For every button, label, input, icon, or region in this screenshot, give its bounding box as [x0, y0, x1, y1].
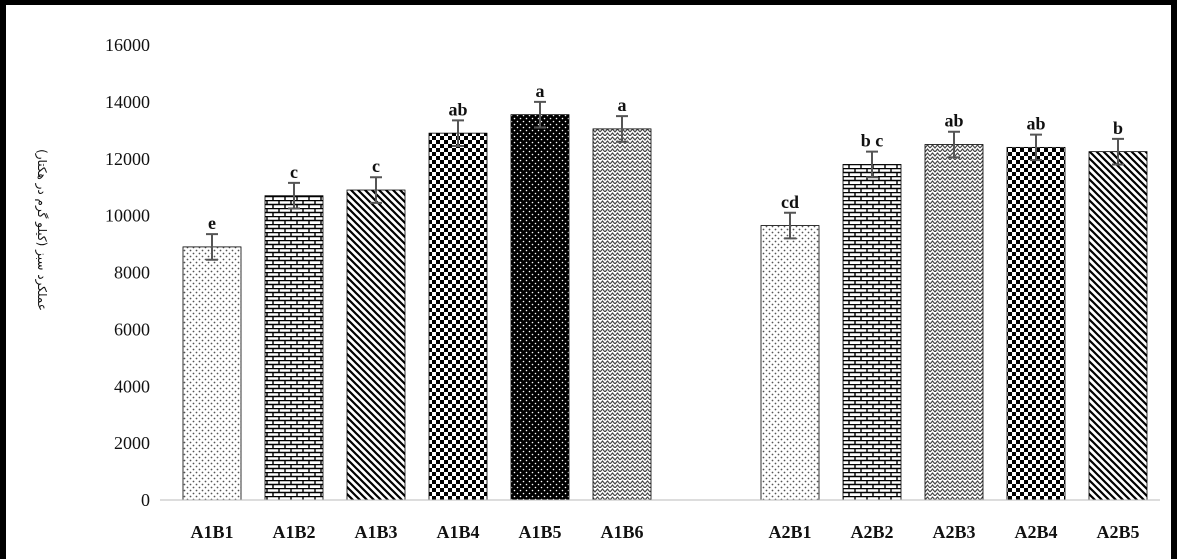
error-bar	[370, 176, 382, 204]
y-tick-label: 2000	[114, 433, 150, 453]
significance-letter: ab	[448, 99, 467, 119]
significance-letter: a	[536, 81, 545, 101]
bar-a1b3	[346, 189, 406, 501]
y-tick-label: 14000	[105, 92, 150, 112]
bar-a2b3	[924, 144, 984, 501]
x-tick-label: A2B3	[932, 522, 975, 542]
y-tick-label: 10000	[105, 206, 150, 226]
x-tick-label: A1B1	[190, 522, 233, 542]
bars: e c c ab a a cd b c ab ab b	[182, 81, 1148, 501]
y-axis-title: عملکرد سبز (کیلو گرم در هکتار)	[34, 149, 49, 311]
significance-letter: c	[372, 156, 380, 176]
x-axis: A1B1 A1B2 A1B3 A1B4 A1B5 A1B6 A2B1 A2B2 A2B3 A2B4…	[160, 499, 1160, 542]
x-tick-label: A1B4	[436, 522, 479, 542]
y-tick-label: 16000	[105, 35, 150, 55]
bar-a2b4	[1006, 146, 1066, 501]
significance-letter: c	[290, 162, 298, 182]
significance-letter: a	[618, 95, 627, 115]
significance-letter: b c	[861, 131, 884, 151]
x-tick-label: A2B4	[1014, 522, 1057, 542]
error-bar	[288, 181, 300, 210]
y-tick-label: 8000	[114, 263, 150, 283]
error-bar	[616, 115, 628, 143]
error-bar	[948, 130, 960, 159]
y-tick-label: 4000	[114, 376, 150, 396]
error-bar	[206, 233, 218, 261]
error-bar	[1030, 133, 1042, 162]
error-bar	[534, 100, 546, 129]
significance-letter: b	[1113, 118, 1123, 138]
x-tick-label: A1B2	[272, 522, 315, 542]
y-tick-label: 6000	[114, 319, 150, 339]
error-bar	[784, 211, 796, 240]
bar-a1b5	[510, 114, 570, 501]
bar-a2b2	[842, 164, 902, 501]
x-tick-label: A2B5	[1096, 522, 1139, 542]
significance-letter: ab	[1026, 114, 1045, 134]
y-axis: 0 2000 4000 6000 8000 10000 12000 14000 16000	[105, 35, 150, 510]
bar-a1b1	[182, 246, 242, 501]
y-tick-label: 12000	[105, 149, 150, 169]
bar-a2b5	[1088, 151, 1148, 501]
x-tick-label: A1B5	[518, 522, 561, 542]
error-bar	[452, 119, 464, 147]
significance-letter: e	[208, 213, 216, 233]
bar-a1b6	[592, 128, 652, 501]
x-tick-label: A2B1	[768, 522, 811, 542]
bar-a2b1	[760, 225, 820, 501]
error-bar	[866, 150, 878, 179]
y-tick-label: 0	[141, 490, 150, 510]
bar-a1b4	[428, 132, 488, 501]
significance-letter: ab	[944, 111, 963, 131]
bar-a1b2	[264, 195, 324, 501]
significance-letter: cd	[781, 192, 799, 212]
x-tick-label: A1B6	[600, 522, 643, 542]
x-tick-label: A2B2	[850, 522, 893, 542]
error-bar	[1112, 137, 1124, 166]
x-tick-label: A1B3	[354, 522, 397, 542]
